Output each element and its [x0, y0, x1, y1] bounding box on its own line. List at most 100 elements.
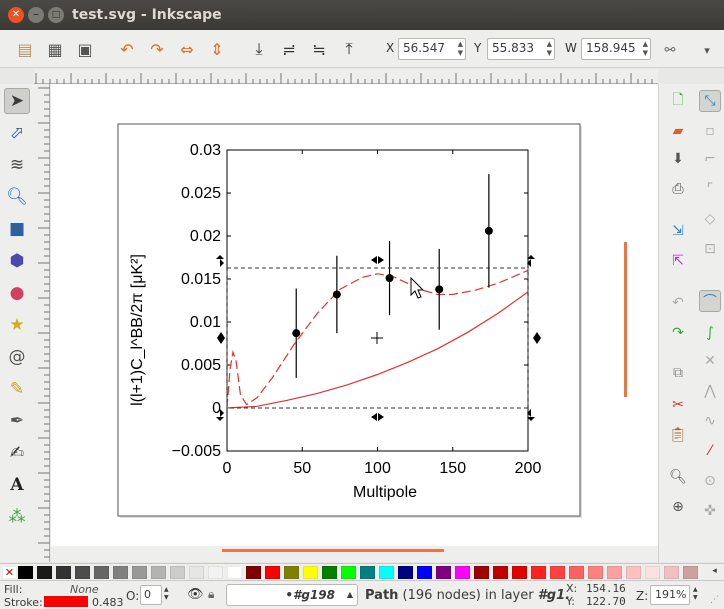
- palette-menu-icon[interactable]: ◂: [712, 566, 717, 576]
- flip-vertical-icon[interactable]: ⇕: [210, 39, 224, 59]
- cut-icon[interactable]: ✂: [672, 397, 684, 413]
- handle-bottom-left[interactable]: [216, 409, 224, 421]
- handle-bottom-middle[interactable]: [371, 413, 384, 421]
- pencil-tool-icon[interactable]: ✎: [9, 379, 25, 399]
- snap-cusp-icon[interactable]: ⋀: [704, 383, 716, 399]
- select-all-icon[interactable]: ▤: [17, 39, 33, 59]
- resize-grip-icon[interactable]: ⋰: [710, 595, 719, 605]
- zoom-selection-icon[interactable]: 🔍︎: [669, 469, 687, 485]
- palette-swatch[interactable]: [151, 566, 166, 579]
- node-tool-icon[interactable]: ⬀: [9, 123, 25, 143]
- layer-dropdown[interactable]: •#g198 ▲: [226, 584, 358, 606]
- palette-swatch[interactable]: [436, 566, 451, 579]
- palette-swatch[interactable]: [360, 566, 375, 579]
- palette-swatch[interactable]: [56, 566, 71, 579]
- palette-swatch[interactable]: [398, 566, 413, 579]
- selection-handles[interactable]: [216, 255, 541, 421]
- zoom-drawing-icon[interactable]: ⊕: [672, 499, 684, 515]
- snap-toggle-icon[interactable]: ⤡: [699, 90, 721, 112]
- opacity-spin-icon[interactable]: ▲ ▼: [164, 586, 169, 601]
- fill-value[interactable]: None: [70, 583, 99, 596]
- handle-bottom-right[interactable]: [527, 409, 535, 421]
- palette-swatch[interactable]: [322, 566, 337, 579]
- export-icon[interactable]: ⇱: [672, 253, 684, 269]
- handle-left-middle[interactable]: [217, 332, 225, 344]
- ellipse-tool-icon[interactable]: ●: [9, 283, 25, 303]
- vertical-ruler[interactable]: [34, 84, 50, 562]
- palette-swatch[interactable]: [474, 566, 489, 579]
- palette-swatch[interactable]: [531, 566, 546, 579]
- palette-swatch[interactable]: [607, 566, 622, 579]
- save-document-icon[interactable]: ⬇: [672, 151, 684, 167]
- palette-swatch[interactable]: [379, 566, 394, 579]
- vertical-scrollbar-thumb[interactable]: [624, 242, 627, 397]
- zoom-field[interactable]: 191%: [650, 585, 690, 605]
- new-document-icon[interactable]: 🗋: [672, 92, 684, 108]
- raise-icon[interactable]: ≒: [312, 39, 326, 59]
- palette-swatch[interactable]: [626, 566, 641, 579]
- visibility-eye-icon[interactable]: 👁︎: [187, 587, 204, 602]
- spiral-tool-icon[interactable]: @: [8, 347, 26, 367]
- duplicate-icon[interactable]: ⧉: [673, 365, 683, 381]
- paste-icon[interactable]: 📋︎: [669, 427, 687, 443]
- close-window-button[interactable]: ✕: [8, 7, 24, 23]
- print-icon[interactable]: ⎙: [672, 181, 684, 197]
- pen-tool-icon[interactable]: ✒: [9, 411, 25, 431]
- handle-top-middle[interactable]: [371, 256, 384, 264]
- palette-swatch[interactable]: [569, 566, 584, 579]
- palette-swatch[interactable]: [75, 566, 90, 579]
- no-paint-swatch[interactable]: ✕: [2, 566, 17, 579]
- maximize-window-button[interactable]: □: [48, 7, 64, 23]
- palette-swatch[interactable]: [664, 566, 679, 579]
- horizontal-scrollbar-thumb[interactable]: [222, 549, 444, 552]
- palette-swatch[interactable]: [512, 566, 527, 579]
- w-spin-icon[interactable]: ▲ ▼: [642, 40, 648, 57]
- palette-swatch[interactable]: [645, 566, 660, 579]
- open-document-icon[interactable]: ▰: [672, 123, 684, 139]
- spray-tool-icon[interactable]: ⁂: [8, 507, 26, 527]
- snap-path-icon[interactable]: ∫: [706, 325, 714, 341]
- opacity-field[interactable]: 0: [140, 585, 162, 605]
- deselect-icon[interactable]: ▣: [77, 39, 93, 59]
- selector-tool-icon[interactable]: ➤: [4, 88, 30, 114]
- minimize-window-button[interactable]: –: [28, 7, 44, 23]
- palette-swatch[interactable]: [208, 566, 223, 579]
- palette-swatch[interactable]: [227, 566, 242, 579]
- palette-swatch[interactable]: [37, 566, 52, 579]
- palette-swatch[interactable]: [284, 566, 299, 579]
- rotate-cw-icon[interactable]: ↷: [150, 39, 164, 59]
- flip-horizontal-icon[interactable]: ⇔: [180, 39, 194, 59]
- y-spin-icon[interactable]: ▲ ▼: [546, 40, 552, 57]
- stroke-color-swatch[interactable]: [44, 596, 88, 607]
- snap-intersections-icon[interactable]: ✕: [704, 353, 716, 369]
- lock-icon[interactable]: 🔒︎: [208, 587, 215, 601]
- x-field[interactable]: 56.547 ▲ ▼: [398, 38, 466, 60]
- x-spin-icon[interactable]: ▲ ▼: [457, 40, 463, 57]
- palette-swatch[interactable]: [341, 566, 356, 579]
- rotate-ccw-icon[interactable]: ↶: [120, 39, 134, 59]
- rotation-center-icon[interactable]: [371, 332, 383, 344]
- snap-midpoint-icon[interactable]: ⁄: [708, 443, 712, 459]
- palette-swatch[interactable]: [303, 566, 318, 579]
- palette-swatch[interactable]: [113, 566, 128, 579]
- handle-top-left[interactable]: [216, 255, 224, 267]
- snap-others-icon[interactable]: ⊙: [704, 473, 716, 489]
- palette-swatch[interactable]: [246, 566, 261, 579]
- snap-bbox-icon[interactable]: ▫: [705, 123, 715, 139]
- palette-swatch[interactable]: [550, 566, 565, 579]
- palette-swatch[interactable]: [417, 566, 432, 579]
- lock-ratio-icon[interactable]: ⚯: [664, 42, 676, 58]
- stroke-width-value[interactable]: 0.483: [92, 596, 124, 609]
- snap-smooth-icon[interactable]: ∿: [704, 413, 716, 429]
- palette-swatch[interactable]: [265, 566, 280, 579]
- tweak-tool-icon[interactable]: ≋: [9, 155, 25, 175]
- select-all-in-all-layers-icon[interactable]: ▦: [47, 39, 63, 59]
- palette-swatch[interactable]: [683, 566, 698, 579]
- palette-swatch[interactable]: [18, 566, 33, 579]
- import-icon[interactable]: ⇲: [672, 223, 684, 239]
- snap-bbox-edge-icon[interactable]: ⌐: [704, 151, 716, 167]
- 3d-box-tool-icon[interactable]: ⬢: [9, 251, 25, 271]
- star-tool-icon[interactable]: ★: [9, 315, 25, 335]
- raise-to-top-icon[interactable]: ⤒: [345, 39, 353, 58]
